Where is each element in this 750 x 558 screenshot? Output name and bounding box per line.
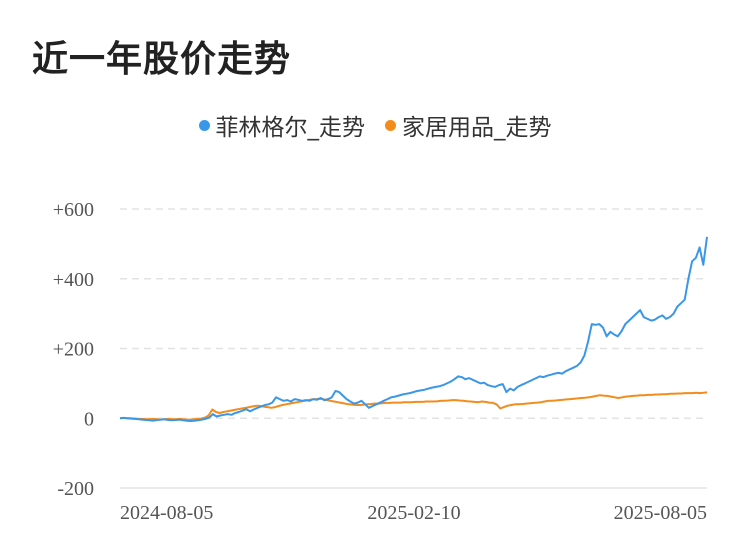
y-tick-label: +600 (53, 199, 94, 221)
series-line-2 (119, 391, 708, 421)
x-tick-label: 2025-02-10 (367, 502, 460, 524)
chart-title: 近一年股价走势 (32, 39, 292, 80)
y-tick-label: +400 (53, 269, 94, 291)
legend-dot-series-1 (198, 119, 210, 131)
y-tick-label: -200 (57, 478, 94, 500)
grid-lines (120, 208, 707, 489)
x-axis-ticks: 2024-08-05 2025-02-10 2025-08-05 (120, 502, 707, 524)
y-axis-ticks: +600 +400 +200 0 -200 (53, 199, 94, 500)
series-lines (119, 236, 708, 422)
x-tick-label: 2024-08-05 (120, 502, 213, 524)
x-tick-label: 2025-08-05 (614, 502, 707, 524)
legend-label-series-2: 家居用品_走势 (402, 115, 552, 141)
y-tick-label: +200 (53, 339, 94, 361)
series-line-1 (119, 236, 708, 422)
legend-dot-series-2 (385, 119, 396, 131)
chart-legend: 菲林格尔_走势 家居用品_走势 (0, 108, 750, 142)
legend-item-series-2[interactable]: 家居用品_走势 (385, 108, 552, 142)
legend-label-series-1: 菲林格尔_走势 (215, 115, 366, 141)
legend-item-series-1[interactable]: 菲林格尔_走势 (198, 108, 366, 142)
y-tick-label: 0 (84, 408, 94, 430)
